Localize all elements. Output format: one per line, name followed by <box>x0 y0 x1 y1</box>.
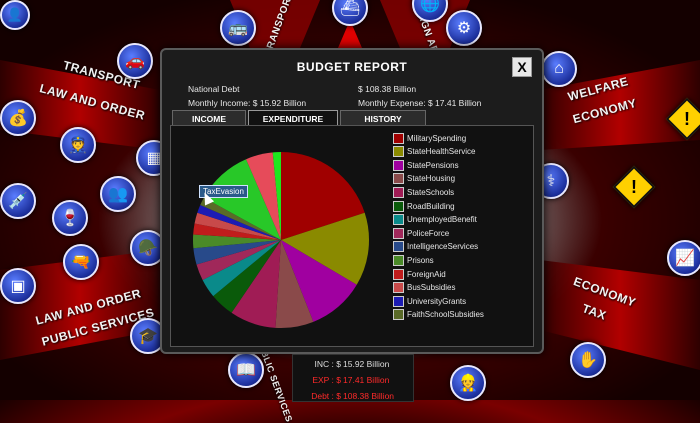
legend-swatch <box>393 132 404 144</box>
police-icon[interactable]: 👮 <box>60 127 96 163</box>
national-debt-value: $ 108.38 Billion <box>358 84 417 94</box>
legend-item[interactable]: StateHousing <box>393 173 455 185</box>
pie-slice-bussubsidies[interactable] <box>194 212 281 240</box>
legend-swatch <box>393 241 404 253</box>
legend-label: RoadBuilding <box>407 201 455 211</box>
legend-item[interactable]: Prisons <box>393 254 434 266</box>
pie-slice-statepensions[interactable] <box>281 240 357 322</box>
budget-report-window: BUDGET REPORT X National Debt $ 108.38 B… <box>160 48 544 354</box>
chart-icon[interactable]: 📈 <box>667 240 700 276</box>
legend-swatch <box>393 214 404 226</box>
legend-swatch <box>393 295 404 307</box>
legend-label: StateSchools <box>407 187 455 197</box>
pie-slice-prisons[interactable] <box>193 234 281 249</box>
legend-swatch <box>393 200 404 212</box>
legend-swatch <box>393 159 404 171</box>
national-debt-label: National Debt <box>188 84 240 94</box>
car-icon[interactable]: 🚗 <box>117 43 153 79</box>
pie-slice-policeforce[interactable] <box>196 240 281 280</box>
legend-swatch <box>393 186 404 198</box>
legend-item[interactable]: BusSubsidies <box>393 282 455 294</box>
monthly-income-value: $ 15.92 Billion <box>252 98 307 108</box>
footer-expense-value: 17.41 Billion <box>343 375 390 385</box>
pie-slice-faithschoolsubsidies[interactable] <box>200 197 281 240</box>
legend-item[interactable]: UniversityGrants <box>393 295 466 307</box>
legend-label: ForeignAid <box>407 269 446 279</box>
legend-swatch <box>393 268 404 280</box>
legend-item[interactable]: StateSchools <box>393 186 454 198</box>
legend-swatch <box>393 227 404 239</box>
pie-slice-statehealthservice[interactable] <box>281 212 369 285</box>
legend-label: StateHousing <box>407 174 456 184</box>
hand-icon[interactable]: ✋ <box>570 342 606 378</box>
gun-icon[interactable]: 🔫 <box>63 244 99 280</box>
legend-item[interactable]: UnemployedBenefit <box>393 214 477 226</box>
footer-income-value: 15.92 Billion <box>343 359 390 369</box>
legend-swatch <box>393 146 404 158</box>
legend-label: StatePensions <box>407 160 459 170</box>
monthly-expense: Monthly Expense: $ 17.41 Billion <box>358 98 481 108</box>
monthly-income-label: Monthly Income: <box>188 98 251 108</box>
footer-expense-label: EXP : $ <box>312 375 341 385</box>
legend-label: PoliceForce <box>407 228 450 238</box>
tooltip: TaxEvasion <box>199 185 248 198</box>
legend-item[interactable]: StatePensions <box>393 159 459 171</box>
footer-debt-value: 108.38 Billion <box>343 391 395 401</box>
window-title: BUDGET REPORT <box>296 60 408 74</box>
legend-label: UniversityGrants <box>407 296 467 306</box>
pie-slice-unlabeled-16[interactable] <box>272 152 281 240</box>
money-icon[interactable]: 💰 <box>0 100 36 136</box>
monthly-income: Monthly Income: $ 15.92 Billion <box>188 98 306 108</box>
pie-slice-statehousing[interactable] <box>275 240 314 328</box>
pie-slice-roadbuilding[interactable] <box>213 240 281 313</box>
pie-slice-foreignaid[interactable] <box>193 223 281 240</box>
legend-item[interactable]: RoadBuilding <box>393 200 455 212</box>
border-icon[interactable]: ▣ <box>0 268 36 304</box>
needle-icon[interactable]: 💉 <box>0 183 36 219</box>
legend-swatch <box>393 254 404 266</box>
footer-debt-label: Debt : $ <box>311 391 341 401</box>
legend-item[interactable]: MilitarySpending <box>393 132 466 144</box>
legend-label: MilitarySpending <box>407 133 467 143</box>
legend-item[interactable]: IntelligenceServices <box>393 241 478 253</box>
legend-item[interactable]: StateHealthService <box>393 146 475 158</box>
legend-label: FaithSchoolSubsidies <box>407 310 484 320</box>
legend-swatch <box>393 309 404 321</box>
legend-label: BusSubsidies <box>407 283 456 293</box>
housing-icon[interactable]: ⌂ <box>541 51 577 87</box>
book-icon[interactable]: 📖 <box>228 352 264 388</box>
expenditure-panel: TaxEvasion MilitarySpending StateHealthSe… <box>170 125 534 347</box>
pie-slice-universitygrants[interactable] <box>197 205 281 240</box>
legend-label: IntelligenceServices <box>407 242 479 252</box>
expenditure-pie-chart[interactable] <box>181 140 381 340</box>
tab-income[interactable]: INCOME <box>172 110 246 126</box>
foreign-aid-icon[interactable]: ⚙ <box>446 10 482 46</box>
pie-slice-militaryspending[interactable] <box>281 152 365 240</box>
person-icon[interactable]: 👤 <box>0 0 30 30</box>
people-icon[interactable]: 👥 <box>100 176 136 212</box>
pie-slice-stateschools[interactable] <box>231 240 281 328</box>
legend-item[interactable]: ForeignAid <box>393 268 446 280</box>
monthly-expense-value: $ 17.41 Billion <box>427 98 482 108</box>
pie-slice-unlabeled-15[interactable] <box>246 152 281 240</box>
pie-slice-taxevasion[interactable] <box>203 159 281 240</box>
legend-label: UnemployedBenefit <box>407 215 477 225</box>
pie-slice-unemployedbenefit[interactable] <box>202 240 281 297</box>
close-button[interactable]: X <box>512 57 532 77</box>
legend-label: StateHealthService <box>407 147 476 157</box>
tab-expenditure[interactable]: EXPENDITURE <box>248 110 338 126</box>
pie-slice-intelligenceservices[interactable] <box>193 240 281 265</box>
worker-icon[interactable]: 👷 <box>450 365 486 401</box>
bus-icon[interactable]: 🚌 <box>220 10 256 46</box>
footer-income-label: INC : $ <box>314 359 341 369</box>
legend-item[interactable]: FaithSchoolSubsidies <box>393 309 484 321</box>
legend-swatch <box>393 173 404 185</box>
legend-swatch <box>393 282 404 294</box>
legend-label: Prisons <box>407 255 434 265</box>
budget-footer: INC : $ 15.92 Billion EXP : $ 17.41 Bill… <box>292 354 414 402</box>
monthly-expense-label: Monthly Expense: <box>358 98 426 108</box>
tab-history[interactable]: HISTORY <box>340 110 426 126</box>
alcohol-icon[interactable]: 🍷 <box>52 200 88 236</box>
legend-item[interactable]: PoliceForce <box>393 227 449 239</box>
